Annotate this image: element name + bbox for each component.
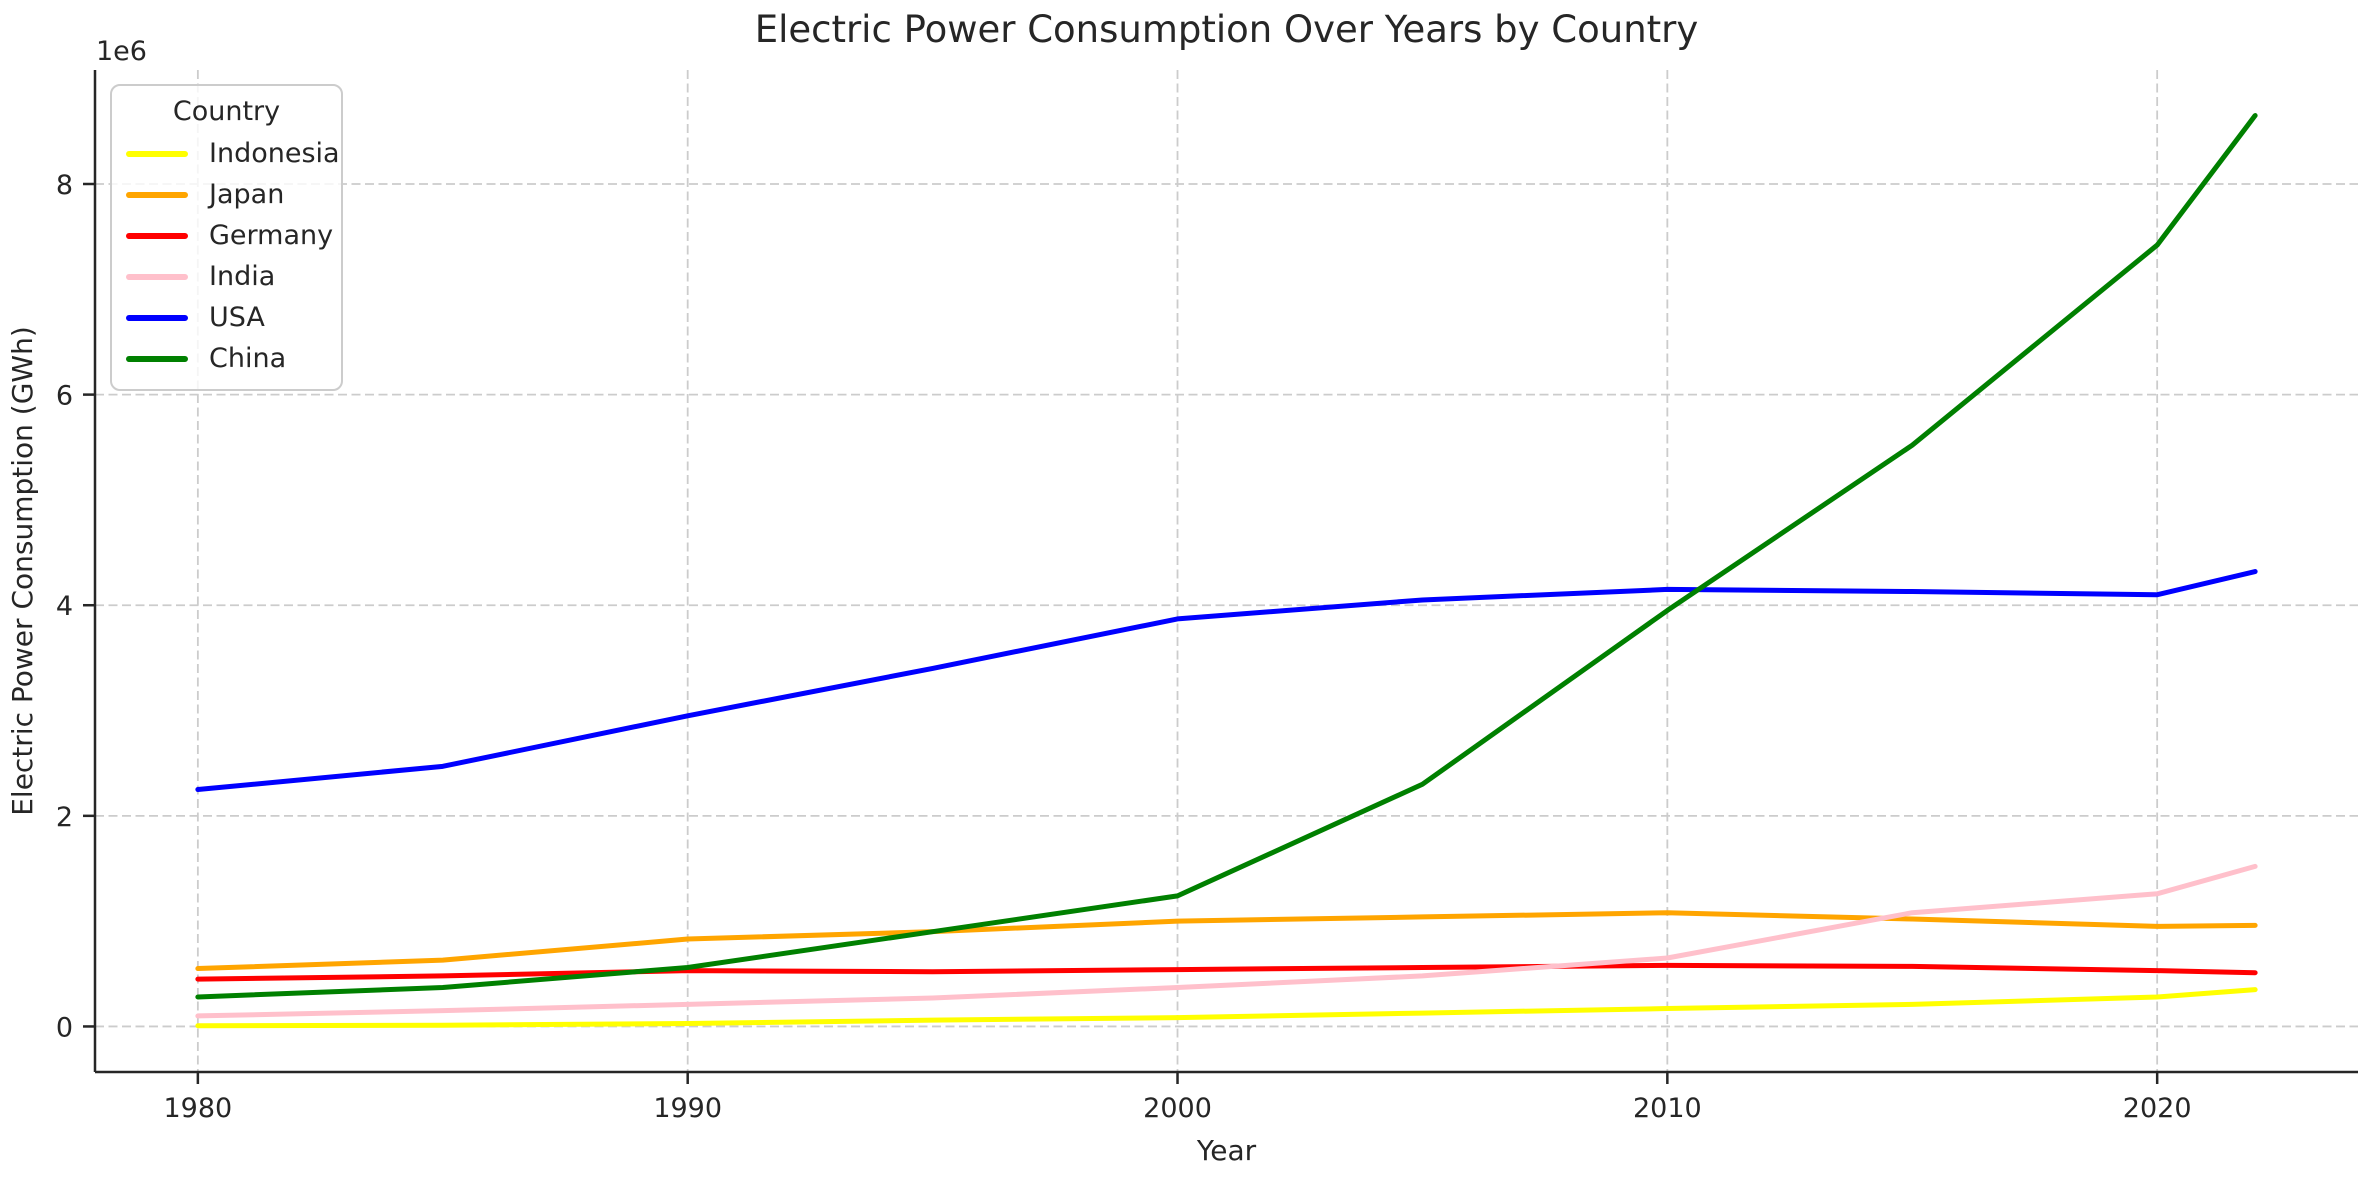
legend-rows: Indonesia Japan Germany India USA China [122,133,340,379]
y-offset-text: 1e6 [96,36,147,67]
legend-label-Germany: Germany [209,220,334,251]
x-tick-label: 2000 [1143,1093,1212,1124]
legend-title: Country [172,96,281,127]
y-tick-label: 4 [56,591,73,622]
legend-item-Indonesia: Indonesia [122,133,340,174]
legend-swatch-China [126,355,188,362]
legend-item-China: China [122,338,331,379]
legend-item-USA: USA [122,297,331,338]
chart-title: Electric Power Consumption Over Years by… [754,8,1699,51]
x-tick-label: 2020 [2123,1093,2192,1124]
x-tick-label: 2010 [1633,1093,1702,1124]
legend-box: Country Indonesia Japan Germany India USA Chi… [110,84,343,391]
legend-label-Japan: Japan [209,179,285,210]
legend-swatch-India [126,273,188,280]
line-USA [195,569,2258,793]
x-tick-label: 1990 [653,1093,722,1124]
legend-swatch-Indonesia [126,150,188,157]
line-China [195,113,2258,1000]
line-Indonesia [195,987,2258,1029]
x-tick-label: 1980 [164,1093,233,1124]
legend-item-Germany: Germany [122,215,334,256]
y-tick-label: 8 [56,170,73,201]
legend-label-Indonesia: Indonesia [209,138,340,169]
legend-swatch-Germany [126,232,188,239]
line-India [195,863,2258,1019]
x-axis-label: Year [1196,1134,1257,1167]
y-tick-label: 2 [56,802,73,833]
legend-swatch-Japan [126,191,188,198]
legend-swatch-USA [126,314,188,321]
legend-label-China: China [209,343,287,374]
legend-label-India: India [209,261,276,292]
line-Japan [195,910,2258,972]
legend-item-Japan: Japan [122,174,331,215]
y-tick-label: 0 [56,1012,73,1043]
y-tick-label: 6 [56,381,73,412]
y-axis-label: Electric Power Consumption (GWh) [6,326,39,816]
legend-label-USA: USA [209,302,265,333]
line-Germany [195,962,2258,982]
legend-item-India: India [122,256,331,297]
